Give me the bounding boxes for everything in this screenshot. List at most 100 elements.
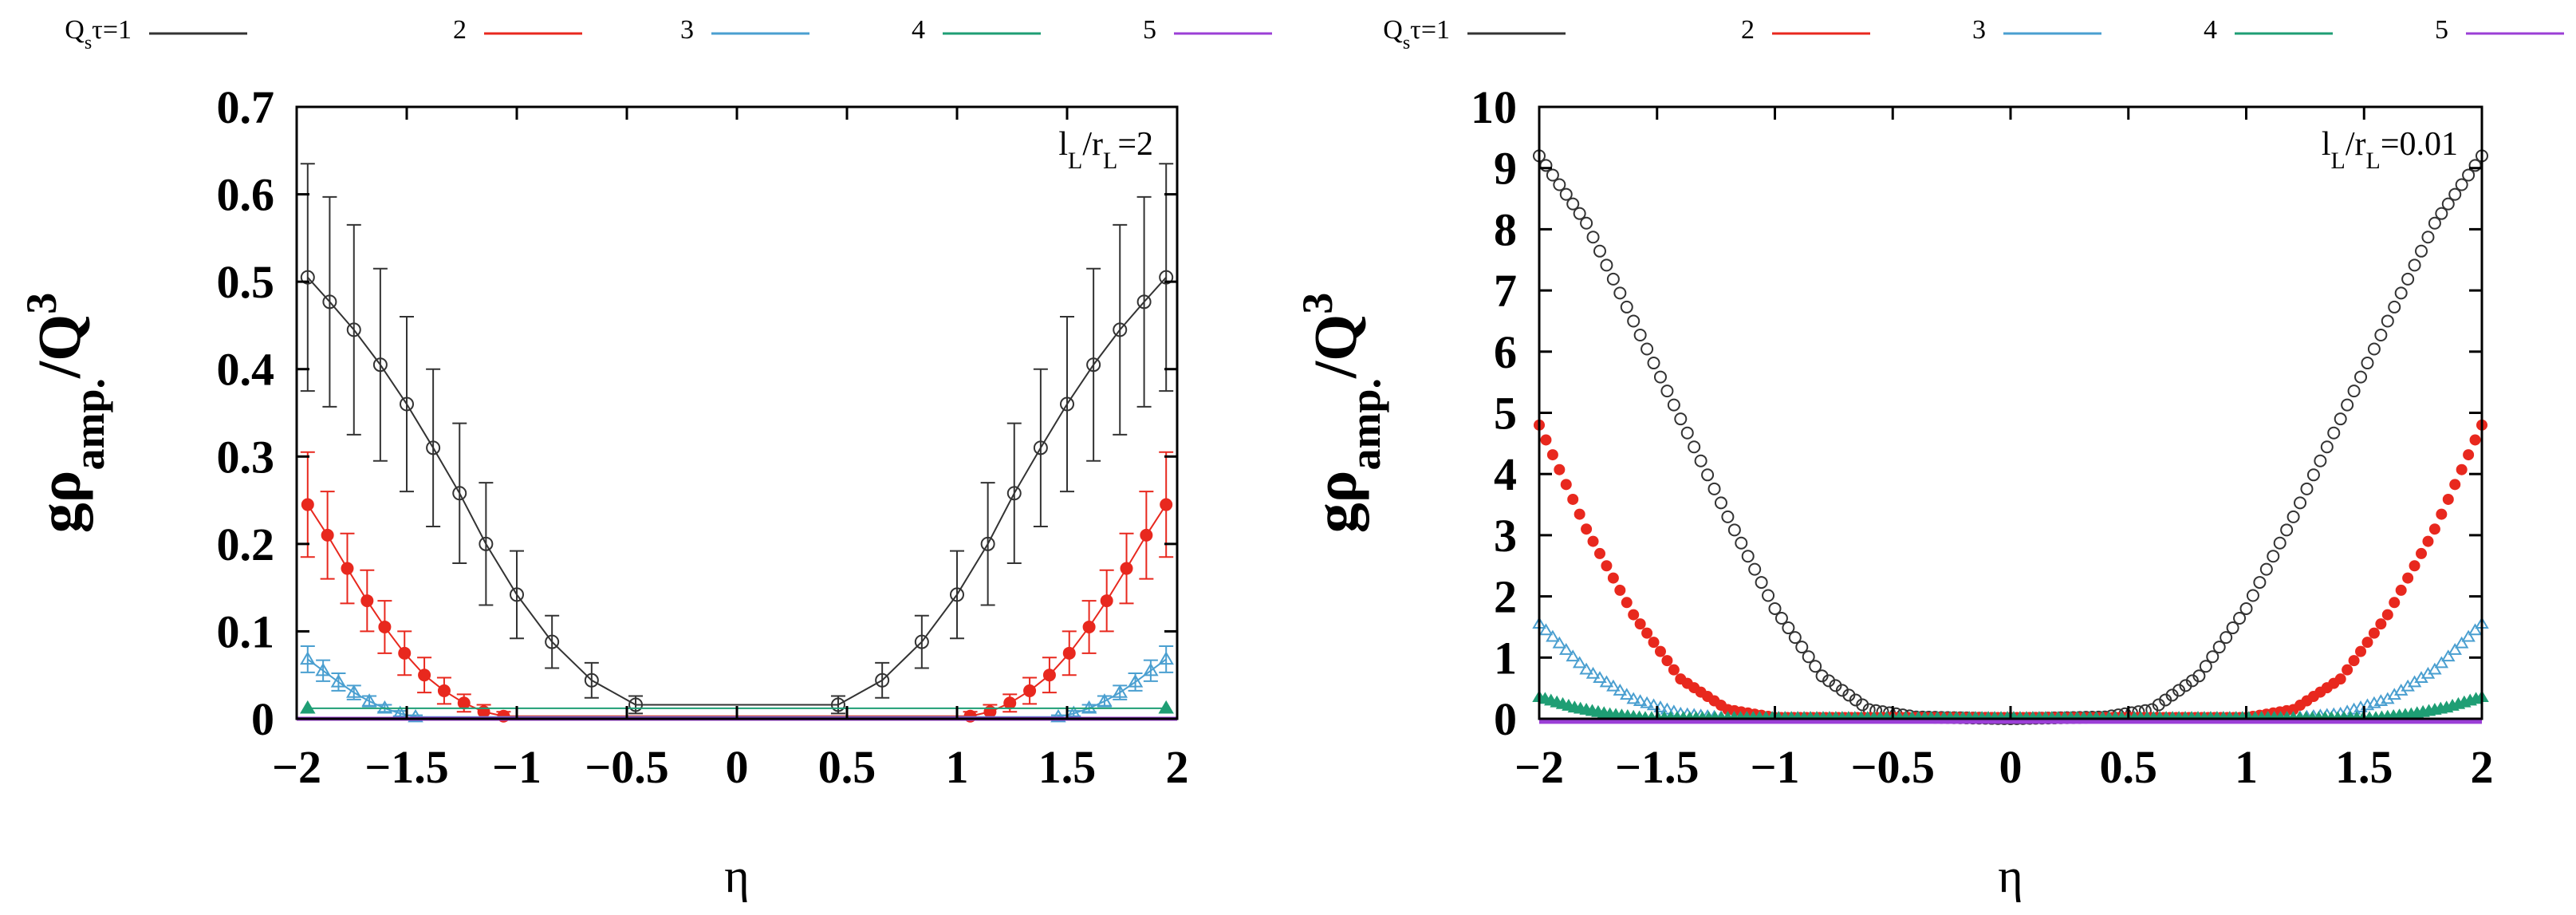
data-point — [510, 587, 524, 602]
data-point — [1574, 508, 1585, 520]
data-point — [1553, 178, 1566, 191]
data-point — [1620, 300, 1633, 314]
series — [300, 451, 1174, 723]
data-point — [2461, 629, 2476, 642]
data-point — [2442, 493, 2454, 505]
data-point — [1579, 662, 1593, 675]
data-point — [1136, 294, 1152, 310]
data-point — [457, 696, 471, 710]
data-point — [2394, 286, 2408, 300]
data-point — [1613, 286, 1627, 300]
data-point — [2320, 440, 2334, 454]
data-point — [2361, 357, 2374, 370]
data-point — [1566, 197, 1580, 211]
data-point — [1667, 704, 1681, 717]
data-point — [914, 634, 929, 649]
data-point — [2428, 523, 2440, 535]
data-point — [2463, 449, 2475, 461]
data-point — [950, 587, 964, 602]
data-point — [301, 498, 314, 511]
data-point — [2415, 244, 2428, 258]
data-point — [1654, 645, 1666, 657]
data-point — [2389, 597, 2401, 609]
data-point — [1546, 449, 1558, 461]
data-point — [1606, 679, 1621, 692]
data-point — [1782, 621, 1795, 635]
x-tick-label: 1.5 — [1038, 741, 1097, 793]
data-point — [2375, 618, 2387, 630]
y-tick-label: 7 — [1494, 265, 1517, 317]
data-point — [398, 646, 412, 660]
data-point — [479, 536, 494, 551]
data-point — [2294, 496, 2307, 510]
data-point — [2300, 482, 2314, 495]
x-tick-label: 1.5 — [2335, 741, 2393, 793]
data-point — [1023, 684, 1037, 697]
data-point — [2381, 609, 2393, 621]
x-tick-label: −0.5 — [585, 741, 669, 793]
legend-label: 3 — [1972, 15, 1986, 45]
data-point — [300, 651, 316, 665]
x-tick-label: −1 — [492, 741, 542, 793]
data-point — [1614, 584, 1626, 596]
data-point — [2199, 660, 2212, 673]
data-point — [1081, 700, 1097, 714]
data-point — [1633, 694, 1648, 706]
data-point — [2436, 508, 2448, 520]
data-point — [2428, 216, 2441, 230]
legend-label: 3 — [680, 15, 694, 45]
data-point — [1003, 696, 1017, 710]
data-point — [875, 672, 890, 688]
data-point — [1633, 328, 1647, 341]
data-point — [2355, 645, 2367, 657]
x-tick-label: 0.5 — [2100, 741, 2158, 793]
data-point — [1660, 385, 1674, 398]
data-point — [1573, 207, 1586, 220]
data-point — [1552, 636, 1567, 649]
data-point — [2367, 342, 2381, 356]
legend-label: 4 — [2204, 15, 2217, 45]
data-point — [1100, 594, 1113, 608]
data-point — [1647, 357, 1660, 370]
legend-label: 5 — [1143, 15, 1156, 45]
data-point — [1774, 611, 1788, 625]
data-point — [1097, 693, 1113, 707]
data-point — [1127, 674, 1144, 688]
plot-frame — [295, 105, 1179, 720]
left-panel: Qsτ=1 2 3 4 5 −2 −1.5 −1 −0.5 0 0.5 1 1.5 2 0 0.1 0.2 0.3… — [18, 15, 1272, 902]
legend-label: 2 — [453, 15, 467, 45]
data-point — [2220, 631, 2233, 645]
data-point — [2280, 523, 2294, 537]
y-tick-label: 0.5 — [217, 256, 275, 308]
series — [300, 163, 1174, 715]
x-tick-label: 2 — [2471, 741, 2494, 793]
x-tick-label: 0 — [1999, 741, 2023, 793]
data-point — [1653, 370, 1667, 384]
data-point — [2253, 576, 2267, 590]
data-point — [1140, 528, 1153, 542]
data-point — [1120, 562, 1133, 575]
data-point — [2267, 550, 2280, 563]
annotation: lL/rL=2 — [1058, 126, 1153, 174]
data-point — [2212, 641, 2226, 654]
data-point — [2441, 649, 2456, 662]
x-tick-label: −1.5 — [364, 741, 449, 793]
data-point — [1748, 562, 1762, 576]
data-point — [1006, 486, 1022, 501]
data-point — [545, 634, 560, 649]
y-tick-label: 0.3 — [217, 431, 275, 483]
data-point — [2342, 664, 2353, 676]
data-point — [418, 669, 431, 682]
data-point — [1768, 601, 1782, 615]
data-point — [2314, 454, 2327, 467]
data-point — [2395, 584, 2407, 596]
data-point — [980, 536, 995, 551]
legend-label: 5 — [2435, 15, 2448, 45]
annotation: lL/rL=0.01 — [2322, 126, 2458, 174]
data-point — [322, 294, 337, 310]
data-point — [2381, 314, 2394, 328]
data-point — [1159, 270, 1174, 285]
data-point — [341, 562, 354, 575]
data-point — [1585, 666, 1601, 679]
